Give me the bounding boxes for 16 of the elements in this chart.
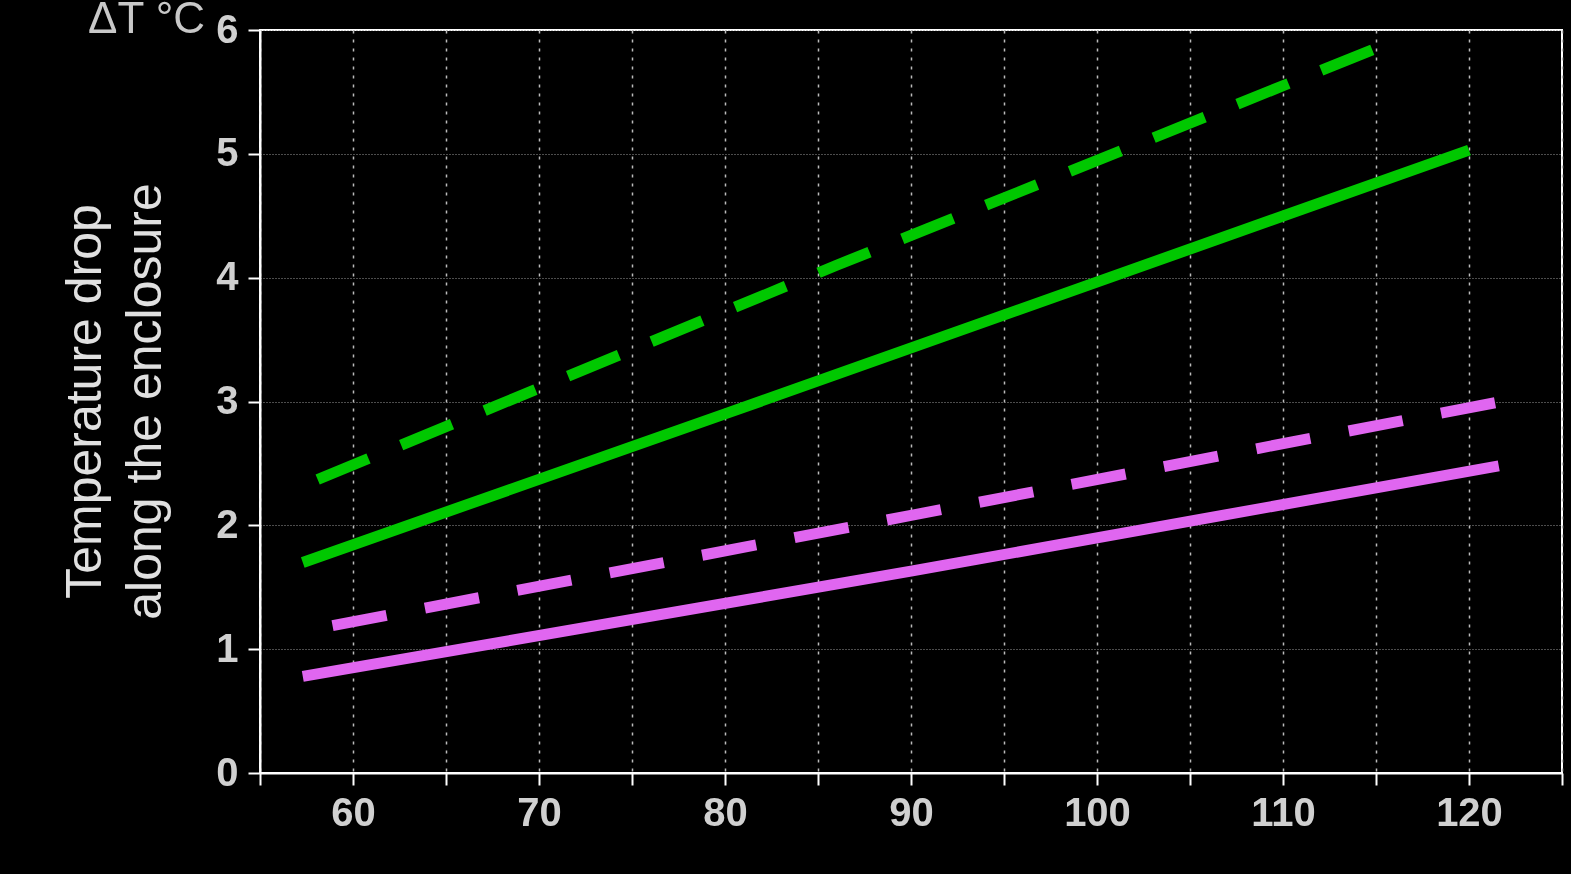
x-tick-label: 110 (1251, 789, 1316, 834)
y-tick-label: 1 (216, 625, 239, 670)
y-tick-label: 4 (216, 254, 240, 299)
y-axis-title: Temperature drop along the enclosure (55, 183, 172, 620)
x-tick-label: 120 (1436, 789, 1503, 834)
text: ΔT °C (88, 0, 206, 42)
y-tick-label: 3 (216, 378, 239, 422)
x-tick-label: 60 (331, 789, 376, 834)
y-tick-label: 2 (216, 501, 239, 546)
x-tick-label: 70 (517, 789, 562, 834)
y-tick-label: 5 (216, 130, 239, 175)
y-tick-label: 0 (216, 749, 239, 794)
x-tick-label: 90 (889, 789, 934, 834)
x-tick-label: 80 (703, 789, 748, 834)
y-tick-label: 6 (216, 6, 239, 51)
x-tick-label: 100 (1064, 789, 1131, 834)
